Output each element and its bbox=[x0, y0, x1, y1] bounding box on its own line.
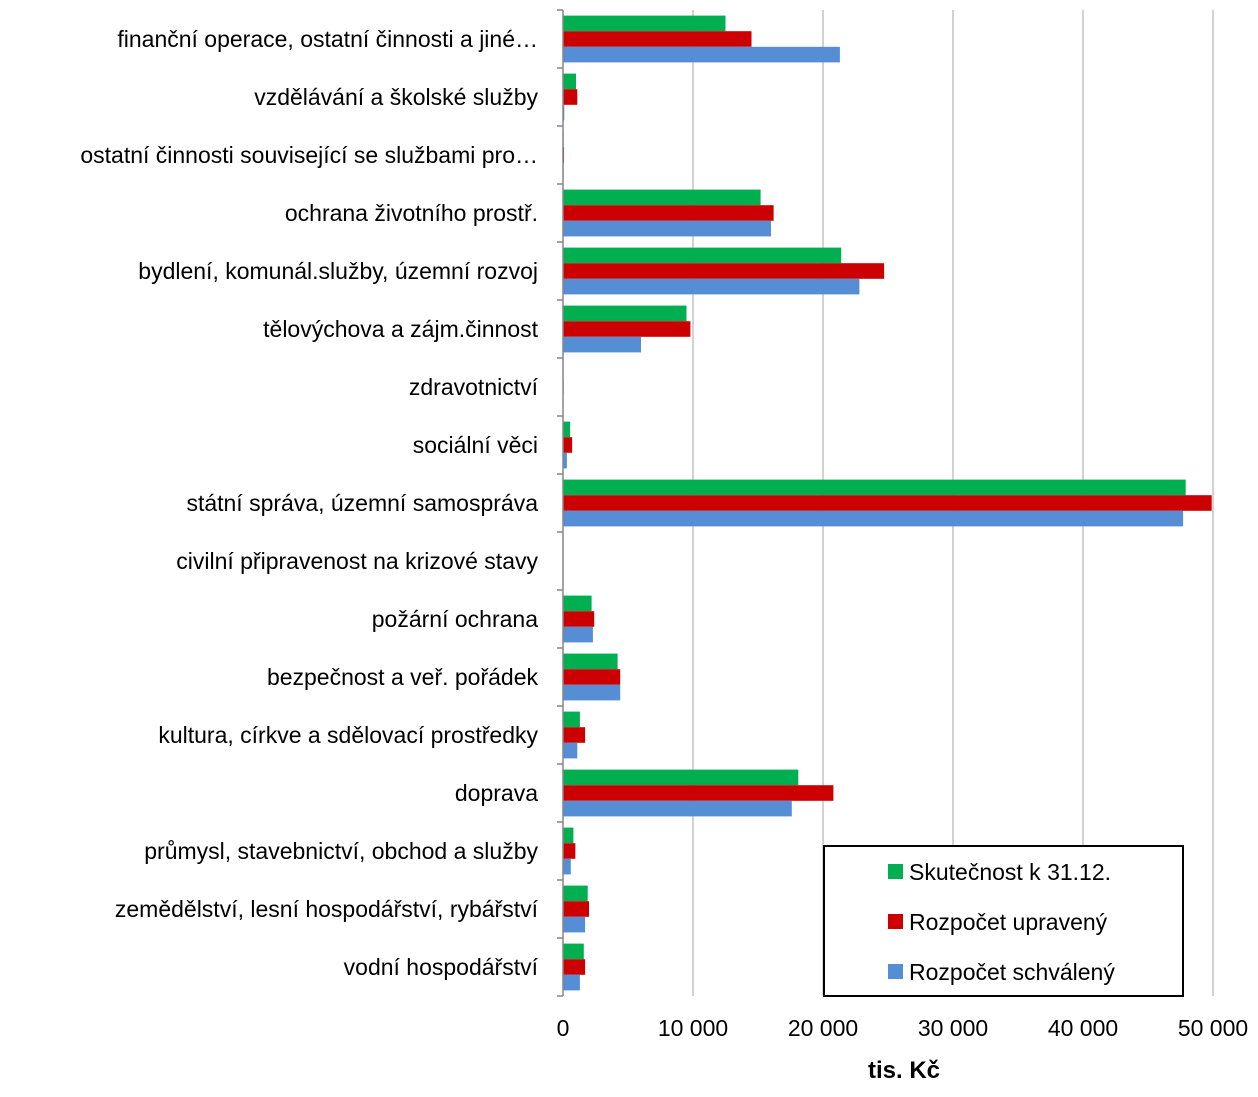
bar bbox=[563, 843, 576, 859]
legend-label: Skutečnost k 31.12. bbox=[909, 859, 1111, 885]
axes bbox=[557, 9, 564, 997]
bar bbox=[563, 684, 621, 701]
x-tick-label: 10 000 bbox=[658, 1015, 728, 1041]
category-label: zemědělství, lesní hospodářství, rybářst… bbox=[115, 896, 539, 922]
bar bbox=[563, 421, 571, 438]
bar bbox=[563, 46, 840, 63]
bar bbox=[563, 247, 842, 264]
bar bbox=[563, 31, 752, 47]
category-label: ochrana životního prostř. bbox=[285, 200, 538, 226]
category-label: bezpečnost a veř. pořádek bbox=[267, 664, 539, 690]
legend-swatch bbox=[888, 864, 903, 879]
bar bbox=[563, 15, 726, 32]
legend-swatch bbox=[888, 964, 903, 979]
bar bbox=[563, 653, 618, 670]
category-labels: finanční operace, ostatní činnosti a jin… bbox=[80, 26, 538, 980]
category-label: doprava bbox=[455, 780, 538, 806]
bar bbox=[563, 959, 586, 975]
bar bbox=[563, 189, 761, 206]
category-label: zdravotnictví bbox=[409, 374, 539, 400]
bar bbox=[563, 305, 687, 322]
category-label: státní správa, územní samospráva bbox=[186, 490, 538, 516]
legend-box bbox=[823, 845, 1184, 997]
bar bbox=[563, 785, 834, 801]
x-axis-title: tis. Kč bbox=[868, 1057, 940, 1084]
bar bbox=[563, 437, 573, 453]
bar bbox=[563, 742, 578, 759]
bar bbox=[563, 626, 593, 643]
legend-swatch bbox=[888, 914, 903, 929]
x-tick-label: 40 000 bbox=[1048, 1015, 1118, 1041]
bar bbox=[563, 263, 885, 279]
legend-label: Rozpočet schválený bbox=[909, 959, 1115, 985]
bar bbox=[563, 711, 580, 728]
category-label: vzdělávání a školské služby bbox=[254, 84, 538, 110]
category-label: finanční operace, ostatní činnosti a jin… bbox=[117, 26, 538, 52]
category-label: tělovýchova a zájm.činnost bbox=[263, 316, 538, 342]
bar bbox=[563, 800, 792, 817]
category-label: požární ochrana bbox=[372, 606, 538, 632]
category-label: civilní připravenost na krizové stavy bbox=[176, 548, 538, 574]
bar bbox=[563, 901, 589, 917]
bar bbox=[563, 89, 578, 105]
category-label: sociální věci bbox=[413, 432, 538, 458]
bar bbox=[563, 479, 1186, 496]
legend-label: Rozpočet upravený bbox=[909, 909, 1108, 935]
bar bbox=[563, 595, 592, 612]
bar bbox=[563, 205, 774, 221]
bars bbox=[563, 15, 1212, 991]
category-label: průmysl, stavebnictví, obchod a služby bbox=[144, 838, 538, 864]
category-label: vodní hospodářství bbox=[344, 954, 539, 980]
bar bbox=[563, 495, 1212, 511]
bar bbox=[563, 510, 1184, 527]
bar bbox=[563, 858, 571, 875]
bar bbox=[563, 943, 584, 960]
x-tick-label: 20 000 bbox=[788, 1015, 858, 1041]
legend: Skutečnost k 31.12. Rozpočet upravený Rozp… bbox=[823, 845, 1184, 997]
bar bbox=[563, 974, 580, 991]
x-tick-label: 0 bbox=[557, 1015, 570, 1041]
x-tick-labels: 0 10 000 20 000 30 000 40 000 50 000 bbox=[557, 1015, 1249, 1041]
bar bbox=[563, 669, 621, 685]
bar bbox=[563, 727, 586, 743]
bar bbox=[563, 885, 588, 902]
bar bbox=[563, 321, 691, 337]
category-label: bydlení, komunál.služby, územní rozvoj bbox=[138, 258, 538, 284]
bar bbox=[563, 452, 567, 469]
bar bbox=[563, 769, 799, 786]
x-tick-label: 30 000 bbox=[918, 1015, 988, 1041]
bar bbox=[563, 336, 641, 353]
x-tick-label: 50 000 bbox=[1178, 1015, 1248, 1041]
category-label: kultura, církve a sdělovací prostředky bbox=[158, 722, 538, 748]
category-label: ostatní činnosti související se službami… bbox=[80, 142, 538, 168]
bar bbox=[563, 916, 586, 933]
bar bbox=[563, 278, 860, 295]
bar bbox=[563, 827, 574, 844]
bar bbox=[563, 73, 576, 90]
bar bbox=[563, 611, 595, 627]
bar bbox=[563, 220, 771, 237]
